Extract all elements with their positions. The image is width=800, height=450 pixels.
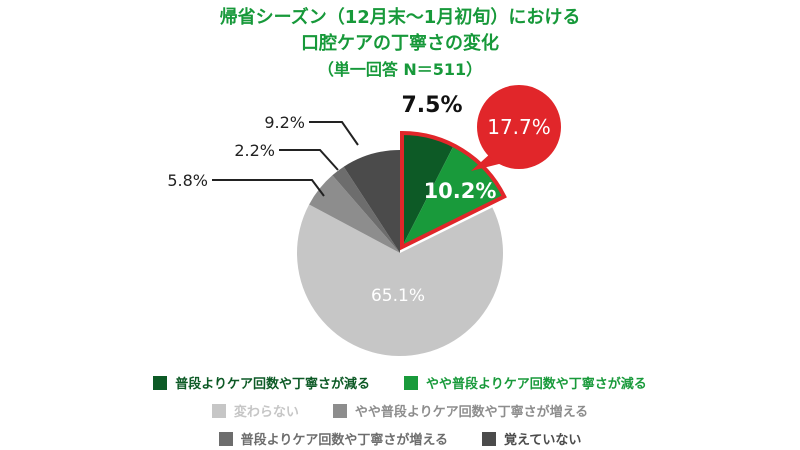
pie-slice-slight-decrease bbox=[402, 145, 505, 247]
data-label-slight-increase: 5.8% bbox=[167, 171, 208, 190]
legend-swatch bbox=[211, 403, 226, 418]
legend-swatch bbox=[153, 375, 168, 390]
leader-line-slight-increase bbox=[212, 179, 325, 197]
data-label-decrease: 7.5% bbox=[401, 93, 462, 118]
legend-item: やや普段よりケア回数や丁寧さが減る bbox=[404, 373, 647, 392]
leader-line-increase bbox=[279, 149, 339, 171]
data-label-dont-remember: 9.2% bbox=[264, 113, 305, 132]
leader-line-dont-remember bbox=[309, 121, 359, 146]
legend-swatch bbox=[218, 431, 233, 446]
legend-label: 変わらない bbox=[233, 405, 299, 420]
legend-label: やや普段よりケア回数や丁寧さが増える bbox=[354, 405, 589, 420]
data-label-slight-decrease: 10.2% bbox=[424, 179, 497, 203]
pie-slice-decrease bbox=[402, 133, 454, 247]
legend-swatch bbox=[404, 375, 418, 390]
pie-slice-slight-increase bbox=[309, 175, 400, 253]
callout-bubble bbox=[477, 85, 561, 169]
pie-slice-no-change bbox=[297, 204, 503, 356]
legend-row-1: 普段よりケア回数や丁寧さが減る やや普段よりケア回数や丁寧さが減る bbox=[0, 373, 800, 392]
legend-label: 普段よりケア回数や丁寧さが減る bbox=[175, 377, 370, 392]
decrease-group-outline bbox=[400, 130, 507, 251]
data-label-increase: 2.2% bbox=[234, 141, 275, 160]
chart-title-line1: 帰省シーズン（12月末〜1月初旬）における bbox=[219, 7, 581, 28]
legend-item: 普段よりケア回数や丁寧さが増える bbox=[218, 429, 448, 448]
legend-label: やや普段よりケア回数や丁寧さが減る bbox=[426, 377, 647, 392]
legend-swatch bbox=[332, 403, 347, 418]
legend-swatch bbox=[482, 431, 496, 446]
legend-label: 覚えていない bbox=[504, 433, 582, 448]
legend-item: やや普段よりケア回数や丁寧さが増える bbox=[332, 401, 589, 420]
legend-item: 変わらない bbox=[211, 401, 299, 420]
legend-row-3: 普段よりケア回数や丁寧さが増える 覚えていない bbox=[0, 429, 800, 448]
legend-row-2: 変わらない やや普段よりケア回数や丁寧さが増える bbox=[0, 401, 800, 420]
legend-item: 覚えていない bbox=[482, 429, 581, 448]
pie-slice-dont-remember bbox=[343, 150, 400, 253]
data-label-no-change: 65.1% bbox=[371, 286, 425, 306]
chart-subtitle: （単一回答 N＝511） bbox=[317, 60, 483, 79]
legend-item: 普段よりケア回数や丁寧さが減る bbox=[153, 373, 370, 392]
callout-label: 17.7% bbox=[487, 115, 551, 139]
pie-slice-increase bbox=[332, 166, 400, 253]
chart-title-line2: 口腔ケアの丁寧さの変化 bbox=[301, 33, 499, 54]
legend-label: 普段よりケア回数や丁寧さが増える bbox=[240, 433, 448, 448]
